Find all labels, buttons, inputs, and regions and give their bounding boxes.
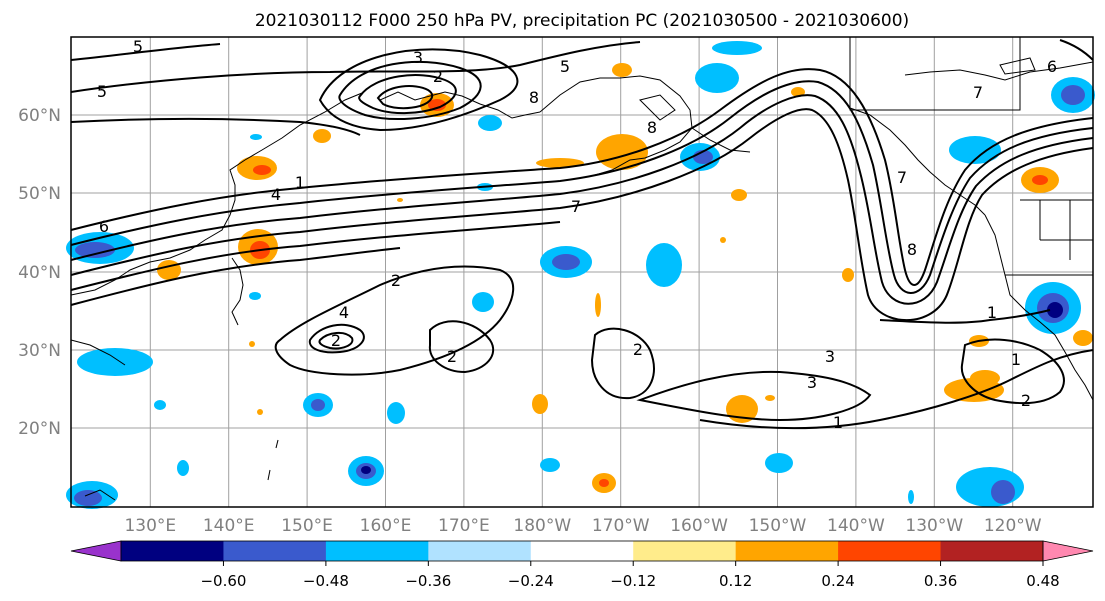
lon-label: 130°W [905,516,963,536]
colorbar-swatch [633,541,737,561]
contour-label: 5 [560,57,570,76]
lon-label: 180°W [513,516,571,536]
lat-label: 60°N [18,106,61,126]
contour-label: 1 [295,173,305,192]
lon-label: 170°W [592,516,650,536]
lon-label: 150°W [749,516,807,536]
latitude-labels: 60°N 50°N 40°N 30°N 20°N [18,106,61,439]
contour-label: 2 [391,271,401,290]
lon-label: 160°E [360,516,412,536]
contour-label: 1 [1011,350,1021,369]
contour-label: 8 [907,240,917,259]
coastlines [70,37,1094,501]
contour-label: 5 [97,82,107,101]
colorbar-extend-low [70,540,122,562]
lat-label: 20°N [18,419,61,439]
contour-label: 6 [1047,57,1057,76]
lat-label: 30°N [18,341,61,361]
colorbar-swatch [428,541,532,561]
pv-contours [70,39,1094,430]
lon-label: 140°E [203,516,255,536]
colorbar-swatch [940,541,1044,561]
map-frame [70,36,1094,508]
lon-label: 160°W [670,516,728,536]
contour-label: 5 [133,37,143,56]
contour-label: 7 [897,168,907,187]
contour-label: 2 [447,347,457,366]
lat-label: 50°N [18,184,61,204]
contour-label: 8 [529,88,539,107]
lat-label: 40°N [18,263,61,283]
colorbar-tick-label: −0.36 [405,572,451,590]
colorbar-tick-label: 0.24 [821,572,854,590]
contour-label: 3 [825,347,835,366]
colorbar-swatch [838,541,942,561]
contour-label: 2 [331,331,341,350]
contour-label: 3 [413,48,423,67]
colorbar-tick-label: 0.12 [719,572,752,590]
colorbar-tick-label: −0.60 [200,572,246,590]
lon-label: 120°W [984,516,1042,536]
contour-label: 1 [833,413,843,432]
colorbar-swatch [530,541,634,561]
map-title: 2021030112 F000 250 hPa PV, precipitatio… [255,11,909,31]
colorbar-tick-label: 0.36 [924,572,957,590]
colorbar-tick-label: −0.24 [508,572,554,590]
colorbar-swatch [223,541,327,561]
colorbar-swatch [121,541,224,561]
lon-label: 130°E [124,516,176,536]
colorbar-swatch [735,541,839,561]
contour-label: 8 [647,118,657,137]
colorbar-tick-label: 0.48 [1026,572,1059,590]
contour-label: 1 [987,303,997,322]
contour-label: 4 [339,303,349,322]
contour-label: 2 [433,67,443,86]
lon-label: 140°W [827,516,885,536]
lon-label: 170°E [438,516,490,536]
longitude-labels: 130°E 140°E 150°E 160°E 170°E 180°W 170°W 160°W… [124,516,1041,536]
contour-label: 3 [807,373,817,392]
precipitation-shading [66,41,1095,509]
contour-label: 4 [271,185,281,204]
colorbar-frame [120,540,1044,562]
colorbar-tick-label: −0.48 [303,572,349,590]
lon-label: 150°E [281,516,333,536]
contour-label: 2 [633,340,643,359]
contour-label: 6 [99,217,109,236]
colorbar-swatch [325,541,429,561]
colorbar-extend-high [1042,540,1094,562]
contour-label: 7 [973,83,983,102]
colorbar-tick-label: −0.12 [610,572,656,590]
colorbar: −0.60 −0.48 −0.36 −0.24 −0.12 0.12 0.24 0.36 0.4… [70,540,1094,590]
contour-label: 7 [571,197,581,216]
contour-label: 2 [1021,391,1031,410]
